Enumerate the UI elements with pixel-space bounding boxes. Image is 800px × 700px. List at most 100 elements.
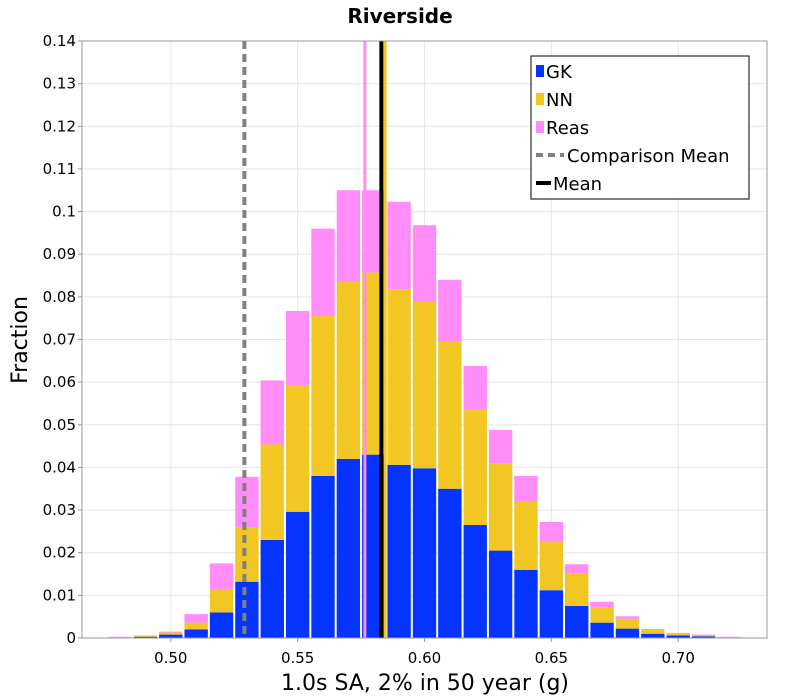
y-tick-label: 0.13 [43,75,76,93]
bar-reas [463,365,487,410]
bar-reas [412,225,437,302]
x-tick-label: 0.65 [535,649,568,667]
bar-reas [438,279,462,342]
bar-gk [133,636,158,638]
chart-title: Riverside [347,4,452,28]
bar-gk [488,550,513,638]
y-tick-label: 0.04 [43,458,76,476]
bar-gk [514,569,538,638]
bar-nn [336,281,361,459]
bar-nn [412,301,437,469]
bar-reas [209,563,234,589]
y-tick-label: 0.09 [43,245,76,263]
y-tick-label: 0.01 [43,586,76,604]
legend-swatch-reas [536,121,544,133]
legend-label-nn: NN [546,90,573,111]
bar-reas [514,475,538,502]
bar-gk [412,468,437,638]
bar-gk [184,629,208,638]
bar-nn [514,501,538,570]
bar-reas [641,629,665,630]
bar-nn [691,635,716,637]
bar-nn [488,463,513,551]
bar-nn [539,542,564,591]
bar-nn [235,527,259,582]
x-axis-ticks: 0.50 0.55 0.60 0.65 0.70 [154,638,695,667]
bar-nn [387,289,411,465]
bar-nn [641,629,665,634]
bar-gk [235,581,259,638]
bar-gk [387,464,411,638]
bar-nn [209,588,234,613]
bar-nn [565,573,589,607]
bar-nn [311,316,335,476]
y-tick-label: 0.05 [43,416,76,434]
bar-nn [590,607,614,623]
bar-nn [184,622,208,630]
y-tick-label: 0.12 [43,117,76,135]
y-tick-label: 0.1 [52,203,76,221]
bar-gk [666,635,690,638]
bar-gk [691,636,716,638]
bar-reas [387,201,411,290]
bar-reas [159,631,183,633]
bar-gk [615,628,640,638]
legend-label-mean: Mean [553,174,602,195]
bar-reas [615,616,640,619]
bar-gk [285,511,310,638]
bar-reas [565,564,589,574]
bar-gk [159,634,183,638]
bar-nn [438,341,462,489]
legend-swatch-nn [536,93,544,105]
bar-gk [641,633,665,638]
bar-gk [438,488,462,638]
bar-gk [336,458,361,638]
legend-label-reas: Reas [546,118,589,139]
bar-reas [184,614,208,623]
legend-label-comparison-mean: Comparison Mean [567,146,730,167]
y-tick-label: 0.07 [43,331,76,349]
bar-reas [488,429,513,464]
bar-nn [463,409,487,525]
bar-gk [539,590,564,638]
bar-gk [311,475,335,638]
legend-label-gk: GK [546,62,573,83]
y-tick-label: 0.02 [43,544,76,562]
bar-reas [285,310,310,386]
x-tick-label: 0.55 [281,649,314,667]
x-tick-label: 0.70 [662,649,695,667]
legend: GK NN Reas Comparison Mean Mean [530,55,750,200]
bar-nn [615,618,640,629]
bar-gk [260,539,284,638]
y-tick-label: 0 [66,629,76,647]
bar-gk [590,622,614,638]
y-tick-label: 0.03 [43,501,76,519]
y-axis-title: Fraction [8,296,33,384]
bar-reas [336,190,361,282]
x-tick-label: 0.50 [154,649,187,667]
bar-reas [311,228,335,317]
bar-reas [235,476,259,528]
y-tick-label: 0.14 [43,32,76,50]
mean-lines [242,41,387,638]
bar-nn [260,444,284,540]
bar-gk [209,612,234,638]
bar-nn [285,385,310,512]
bar-nn [159,632,183,635]
bar-gk [565,606,589,638]
y-axis-ticks: 0 0.01 0.02 0.03 0.04 0.05 0.06 0.07 0.08 0.09 0.1… [43,32,82,647]
y-tick-label: 0.06 [43,373,76,391]
bar-reas [260,380,284,445]
x-tick-label: 0.60 [408,649,441,667]
bar-reas [539,522,564,543]
y-tick-label: 0.08 [43,288,76,306]
bar-nn [666,633,690,636]
legend-swatch-gk [536,65,544,77]
bar-reas [590,601,614,608]
x-axis-title: 1.0s SA, 2% in 50 year (g) [281,671,569,696]
bar-gk [463,524,487,638]
bar-nn [133,635,158,637]
legend-box [530,55,750,200]
y-tick-label: 0.11 [43,160,76,178]
